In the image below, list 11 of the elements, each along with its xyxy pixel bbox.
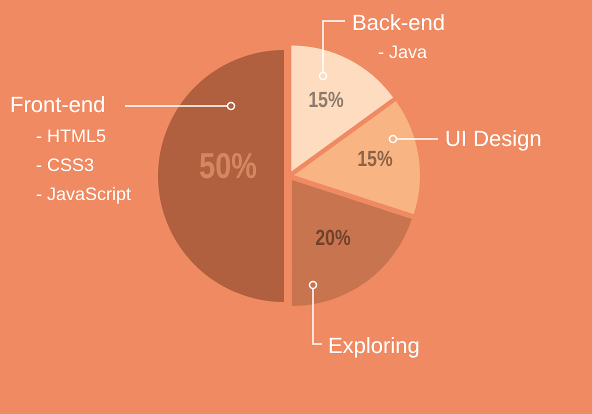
text: - HTML5 xyxy=(36,126,106,146)
text: - Java xyxy=(378,42,428,62)
data-label: 20% xyxy=(315,226,351,251)
slice-label: Back-end xyxy=(352,10,445,35)
text: - CSS3 xyxy=(36,155,94,175)
text: - JavaScript xyxy=(36,184,132,204)
slice-label: Exploring xyxy=(328,333,420,358)
legend-label: UI Design xyxy=(445,126,542,151)
data-label: 15% xyxy=(357,147,393,172)
data-label: 15% xyxy=(308,88,344,113)
slice-label: Front-end xyxy=(10,92,106,117)
